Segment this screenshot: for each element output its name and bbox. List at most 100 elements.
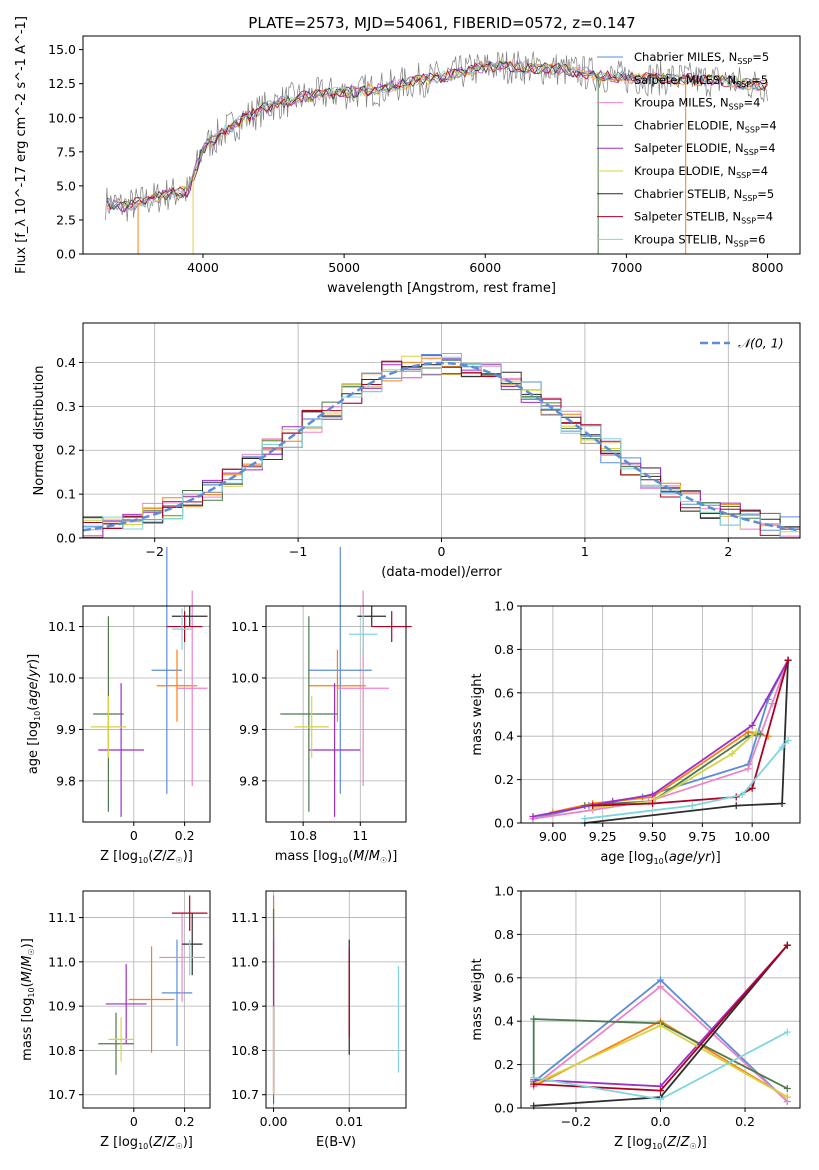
x-tick-label: 0.2: [735, 1114, 755, 1129]
y-axis-label: mass weight: [470, 958, 485, 1040]
y-tick-label: 0.8: [494, 927, 514, 942]
mass-weight-line: [532, 659, 789, 820]
y-tick-label: 0.6: [494, 685, 514, 700]
legend-label: Chabrier MILES, NSSP=5: [634, 50, 769, 66]
mass_weight_vs_age-plot-area: [529, 656, 792, 827]
y-tick-label: 0.0: [56, 531, 76, 546]
point-marker: [657, 1095, 664, 1103]
x-tick-label: 5000: [328, 260, 360, 275]
x-tick-label: 9.00: [539, 829, 567, 844]
y-tick-label: 15.0: [48, 42, 76, 57]
model-spectrum-line: [106, 61, 768, 213]
y-tick-label: 9.9: [239, 722, 259, 737]
x-tick-label: −2: [145, 544, 163, 559]
mass_vs_ebv-plot-area: [272, 895, 400, 1104]
point-marker: [657, 1022, 664, 1030]
data-spectrum-line: [105, 50, 768, 222]
point-marker: [581, 815, 589, 823]
point-marker: [768, 700, 776, 708]
point-marker: [783, 941, 791, 949]
age_vs_mass-plot-area: [280, 546, 412, 817]
point-marker: [778, 799, 786, 807]
y-tick-label: 10.9: [48, 999, 76, 1014]
point-marker: [784, 656, 792, 664]
y-tick-label: 11.1: [48, 910, 76, 925]
point-marker: [748, 784, 756, 792]
y-tick-label: 10.7: [231, 1087, 259, 1102]
legend-label: Kroupa MILES, NSSP=4: [634, 96, 760, 112]
x-tick-label: 0.0: [651, 1114, 671, 1129]
point-marker: [783, 1093, 791, 1101]
y-tick-label: 12.5: [48, 76, 76, 91]
mass_weight_vs_Z-frame: −0.2 0.0 0.2 0.0 0.2 0.4 0.6 0.8 1.0 Z [log10(Z/Z…: [470, 884, 801, 1151]
y-axis-label: mass weight: [470, 673, 485, 755]
y-tick-label: 9.8: [56, 773, 76, 788]
x-axis-label: wavelength [Angstrom, rest frame]: [327, 281, 556, 296]
point-marker: [756, 730, 764, 738]
x-tick-label: 0: [130, 1114, 138, 1129]
axes-frame: [265, 890, 407, 1109]
y-tick-label: 0.0: [494, 1101, 514, 1116]
mass_vs_Z-frame: 0 0.2 10.7 10.8 10.9 11.0 11.1 Z [log10(Z/Z☉)] m…: [20, 890, 211, 1151]
residuals-plot-area: [82, 353, 801, 539]
legend-label: Kroupa STELIB, NSSP=6: [634, 232, 765, 248]
x-tick-label: 7000: [610, 260, 642, 275]
point-marker: [609, 797, 617, 805]
y-tick-label: 10.8: [231, 1043, 259, 1058]
spectrum-plot-area: [105, 50, 768, 254]
y-tick-label: 11.0: [231, 954, 259, 969]
x-tick-label: 9.50: [639, 829, 667, 844]
y-tick-label: 11.0: [48, 954, 76, 969]
mass-weight-line: [532, 1018, 788, 1090]
x-tick-label: 9.25: [589, 829, 617, 844]
y-tick-label: 0.1: [56, 487, 76, 502]
legend-label: Salpeter STELIB, NSSP=4: [634, 210, 773, 226]
point-marker: [778, 743, 786, 751]
x-tick-label: 0.01: [335, 1114, 363, 1129]
x-axis-label: Z [log10(Z/Z☉)]: [100, 849, 193, 865]
legend-label: Chabrier STELIB, NSSP=5: [634, 187, 774, 203]
point-marker: [783, 1028, 791, 1036]
point-marker: [657, 982, 664, 990]
y-tick-label: 0.4: [56, 355, 76, 370]
point-marker: [530, 1080, 538, 1088]
model-spectrum-line: [106, 61, 768, 210]
y-tick-label: 0.2: [494, 772, 514, 787]
x-axis-label: Z [log10(Z/Z☉)]: [100, 1135, 193, 1151]
point-marker: [657, 976, 664, 984]
axes-frame: [265, 605, 407, 823]
x-tick-label: 0.00: [260, 1114, 288, 1129]
x-tick-label: 1: [581, 544, 589, 559]
spectrum-frame: 4000 5000 6000 7000 8000 0.0 2.5 5.0 7.5 10.0 12.5…: [14, 16, 801, 296]
y-axis-label: Normed distribution: [32, 366, 47, 496]
y-tick-label: 9.9: [56, 722, 76, 737]
y-tick-label: 7.5: [56, 144, 76, 159]
age_vs_Z-plot-area: [90, 546, 208, 817]
legend-label: Kroupa ELODIE, NSSP=4: [634, 164, 768, 180]
y-tick-label: 0.0: [56, 247, 76, 262]
y-tick-label: 0.3: [56, 399, 76, 414]
y-tick-label: 0.4: [494, 729, 514, 744]
y-tick-label: 10.7: [48, 1087, 76, 1102]
y-tick-label: 10.0: [48, 110, 76, 125]
point-marker: [752, 728, 760, 736]
y-axis-label: age [log10(age/yr)]: [26, 654, 42, 774]
point-marker: [738, 791, 746, 799]
y-tick-label: 10.0: [231, 671, 259, 686]
y-tick-label: 0.6: [494, 970, 514, 985]
x-tick-label: 0.2: [175, 828, 195, 843]
y-tick-label: 0.2: [56, 443, 76, 458]
x-axis-label: (data-model)/error: [381, 565, 502, 580]
axes-frame: [82, 605, 211, 823]
x-tick-label: 8000: [752, 260, 784, 275]
point-marker: [728, 750, 736, 758]
y-tick-label: 10.8: [48, 1043, 76, 1058]
x-tick-label: 2: [724, 544, 732, 559]
legend-label: Salpeter MILES, NSSP=5: [634, 73, 768, 89]
residuals-frame: −2 −1 0 1 2 0.0 0.1 0.2 0.3 0.4 (data-model)/error…: [32, 322, 801, 580]
y-tick-label: 1.0: [494, 599, 514, 614]
y-tick-label: 10.0: [48, 671, 76, 686]
y-tick-label: 9.8: [239, 773, 259, 788]
x-tick-label: 0.2: [175, 1114, 195, 1129]
